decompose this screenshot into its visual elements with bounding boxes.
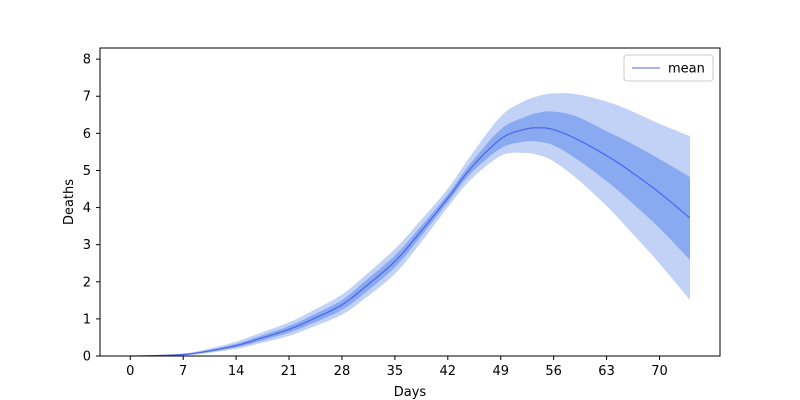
y-tick-label: 8 <box>83 53 91 68</box>
y-axis: 0 1 2 3 4 5 6 7 8 <box>83 53 100 365</box>
inner-confidence-band <box>130 111 691 357</box>
plot-area-frame <box>99 47 721 357</box>
legend-label-mean: mean <box>668 62 705 77</box>
x-tick-label: 35 <box>387 364 404 379</box>
x-tick-label: 14 <box>228 364 245 379</box>
x-tick-label: 21 <box>281 364 298 379</box>
x-tick-label: 56 <box>545 364 562 379</box>
legend-box <box>623 54 714 82</box>
x-tick-label: 42 <box>440 364 457 379</box>
y-tick-label: 4 <box>83 201 91 216</box>
y-tick-label: 2 <box>83 275 91 290</box>
y-axis-title: Deaths <box>62 179 77 225</box>
y-tick-label: 6 <box>83 127 91 142</box>
mean-line <box>130 127 691 357</box>
x-axis-title: Days <box>394 385 427 400</box>
x-tick-label: 70 <box>651 364 668 379</box>
y-tick-label: 7 <box>83 90 91 105</box>
y-tick-label: 3 <box>83 238 91 253</box>
confidence-bands <box>130 93 691 357</box>
x-axis: 0 7 14 21 28 35 42 49 56 63 70 <box>126 356 668 379</box>
y-tick-label: 1 <box>83 312 91 327</box>
series-lines <box>130 127 691 357</box>
y-tick-label: 5 <box>83 164 91 179</box>
legend: mean <box>623 54 714 82</box>
x-tick-label: 49 <box>492 364 509 379</box>
x-tick-label: 63 <box>598 364 615 379</box>
y-tick-label: 0 <box>83 350 91 365</box>
x-tick-label: 0 <box>126 364 134 379</box>
x-tick-label: 7 <box>179 364 187 379</box>
x-tick-label: 28 <box>334 364 351 379</box>
